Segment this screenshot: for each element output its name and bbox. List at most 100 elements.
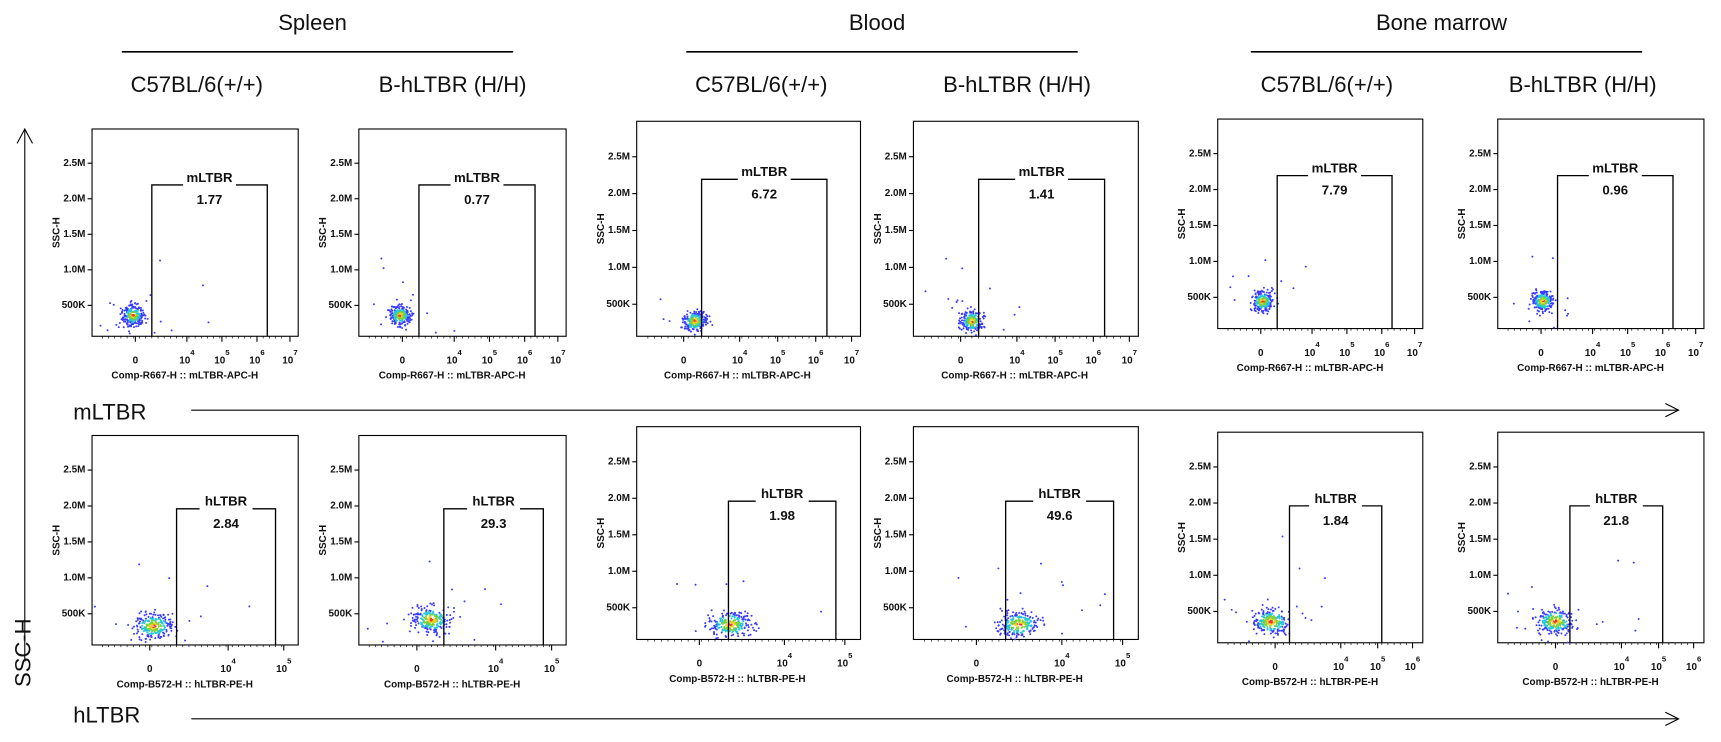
event-dot [429,602,432,605]
event-dot [1264,259,1267,262]
event-dot [1548,629,1551,632]
x-tick-base: 10 [488,664,500,675]
event-dot [1544,300,1547,303]
x-axis-title: Comp-B572-H :: hLTBR-PE-H [669,674,805,685]
event-dot [1548,305,1551,308]
event-dot [1546,307,1549,310]
event-dot [1039,562,1042,565]
event-dot [134,302,137,305]
event-dot [425,620,428,623]
event-dot [965,327,968,330]
event-dot [1033,624,1036,627]
event-dot [970,313,973,316]
event-dot [1539,304,1542,307]
event-dot [1534,616,1537,619]
event-dot [697,317,700,320]
plot-frame [1217,431,1424,644]
event-dot [394,312,397,315]
x-tick-base: 10 [1370,662,1382,673]
event-dot [1266,302,1269,305]
y-tick-label: 2.0M [1469,184,1491,195]
event-dot [1556,624,1559,627]
x-tick-base: 10 [1047,355,1059,366]
event-dot [1003,615,1006,618]
x-tick-exponent: 5 [1350,340,1355,349]
event-dot [112,303,115,306]
event-dot [160,615,163,618]
y-tick-label: 500K [329,300,354,311]
tissue-title: Blood [849,10,905,35]
event-dot [421,618,424,621]
event-dot [1025,627,1028,630]
event-dot [1260,627,1263,630]
event-dot [436,620,439,623]
event-dot [1080,609,1083,612]
gate-percent: 1.41 [1029,186,1055,201]
x-tick-label: 106 [1655,340,1670,358]
event-dot [668,320,671,323]
event-dot [138,612,141,615]
event-dot [1531,255,1534,258]
event-dot [1543,293,1546,296]
strain-label: C57BL/6(+/+) [131,72,263,97]
event-dot [395,315,398,318]
event-dot [969,321,972,324]
event-dot [397,304,400,307]
x-tick-base: 10 [276,664,288,675]
event-dot [1549,290,1552,293]
event-dot [453,329,456,332]
event-dot [738,628,741,631]
event-dot [729,625,732,628]
event-dot [965,332,968,335]
y-axis-title: SSC-H [1177,208,1188,239]
event-dot [1015,611,1018,614]
event-dot [1595,623,1598,626]
event-dot [132,323,135,326]
event-dot [1010,626,1013,629]
x-tick-base: 10 [1374,347,1386,358]
event-dot [961,312,964,315]
event-dot [163,628,166,631]
event-dot [138,307,141,310]
event-dot [157,617,160,620]
event-dot [410,612,413,615]
x-tick-label: 107 [844,348,859,366]
plot-frame [636,426,862,641]
event-dot [1282,623,1285,626]
event-dot [389,310,392,313]
event-dot [1274,632,1277,635]
event-dot [974,314,977,317]
event-dot [732,629,735,631]
event-dot [1250,309,1253,312]
event-dot [1553,603,1556,606]
event-dot [1258,305,1261,308]
event-dot [400,312,403,315]
gate-percent: 29.3 [481,516,507,531]
event-dot [1531,292,1534,295]
event-dot [1268,611,1271,614]
event-dot [170,629,173,632]
event-dot [1024,623,1027,626]
event-dot [1546,299,1549,302]
event-dot [1263,614,1266,617]
event-dot [961,319,964,322]
event-dot [746,629,749,632]
event-dot [408,306,411,309]
x-tick-base: 0 [1258,347,1264,358]
event-dot [689,311,692,314]
event-dot [735,628,738,630]
event-dot [1320,605,1323,608]
event-dot [704,323,707,326]
x-tick-label: 0 [681,355,687,366]
event-dot [393,309,396,312]
event-dot [157,623,160,626]
event-dot [726,612,729,615]
y-tick-label: 1.0M [1189,570,1211,581]
event-dot [1556,615,1559,618]
x-tick-base: 0 [1538,347,1544,358]
x-tick-exponent: 7 [1699,340,1703,349]
event-dot [1270,300,1273,303]
event-dot [1269,617,1272,620]
event-dot [391,309,394,312]
